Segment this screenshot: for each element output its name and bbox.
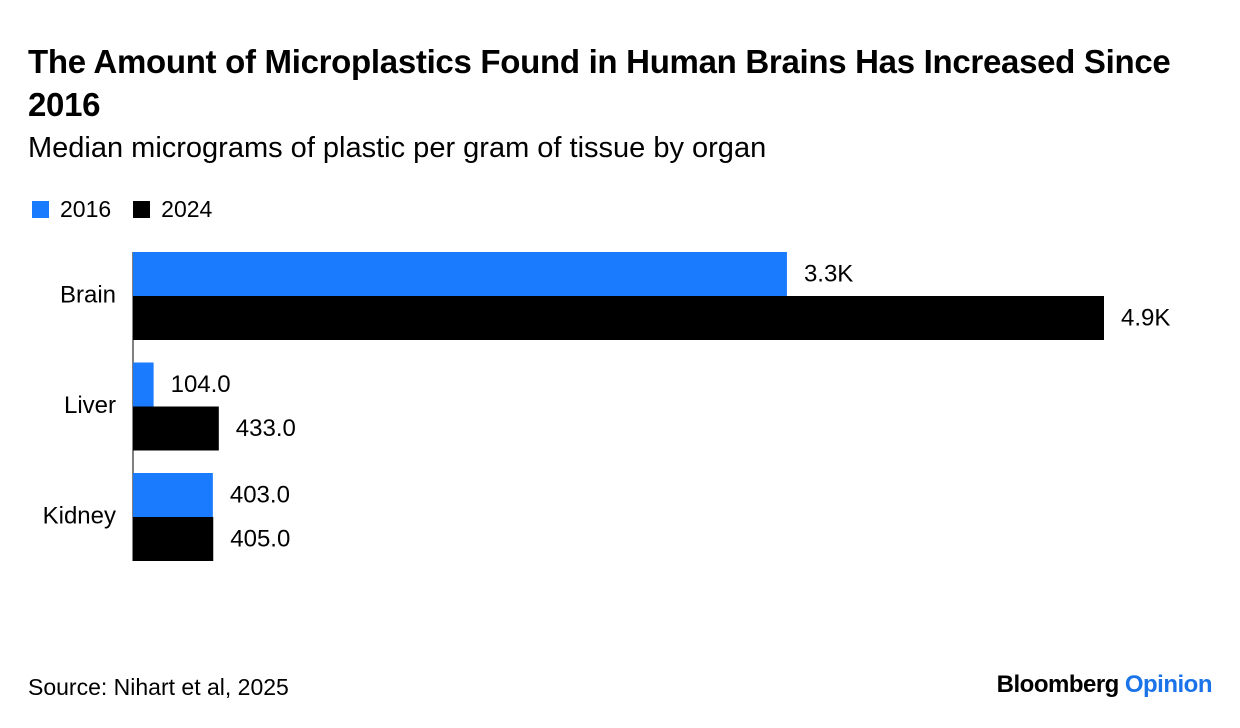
legend-swatch-2024: [133, 200, 151, 218]
chart-subtitle: Median micrograms of plastic per gram of…: [28, 132, 767, 164]
data-label-liver-2024: 433.0: [236, 415, 296, 442]
data-label-kidney-2016: 403.0: [230, 481, 290, 508]
bar-brain-2016: [133, 252, 787, 296]
legend: 2016 2024: [32, 193, 234, 225]
chart-title: The Amount of Microplastics Found in Hum…: [28, 43, 1171, 123]
bar-liver-2024: [133, 406, 219, 451]
brand-name: Bloomberg: [996, 671, 1120, 698]
bar-brain-2024: [133, 296, 1104, 340]
data-label-liver-2016: 104.0: [171, 371, 231, 398]
data-label-brain-2024: 4.9K: [1121, 304, 1170, 331]
data-label-brain-2016: 3.3K: [804, 260, 853, 287]
legend-item-2016: 2016: [32, 196, 111, 223]
legend-swatch-2016: [32, 200, 49, 218]
legend-item-2024: 2024: [133, 196, 212, 223]
legend-label-2024: 2024: [161, 195, 213, 222]
category-label-liver: Liver: [64, 392, 116, 419]
category-label-kidney: Kidney: [43, 502, 116, 529]
brand-logo: Bloomberg Opinion: [996, 670, 1213, 700]
bar-liver-2016: [133, 362, 154, 407]
source-note: Source: Nihart et al, 2025: [28, 674, 289, 700]
bar-kidney-2016: [133, 473, 213, 517]
category-label-brain: Brain: [60, 281, 116, 308]
brand-section: Opinion: [1124, 671, 1213, 698]
legend-label-2016: 2016: [60, 195, 112, 222]
bar-kidney-2024: [133, 517, 214, 561]
data-label-kidney-2024: 405.0: [230, 525, 290, 552]
